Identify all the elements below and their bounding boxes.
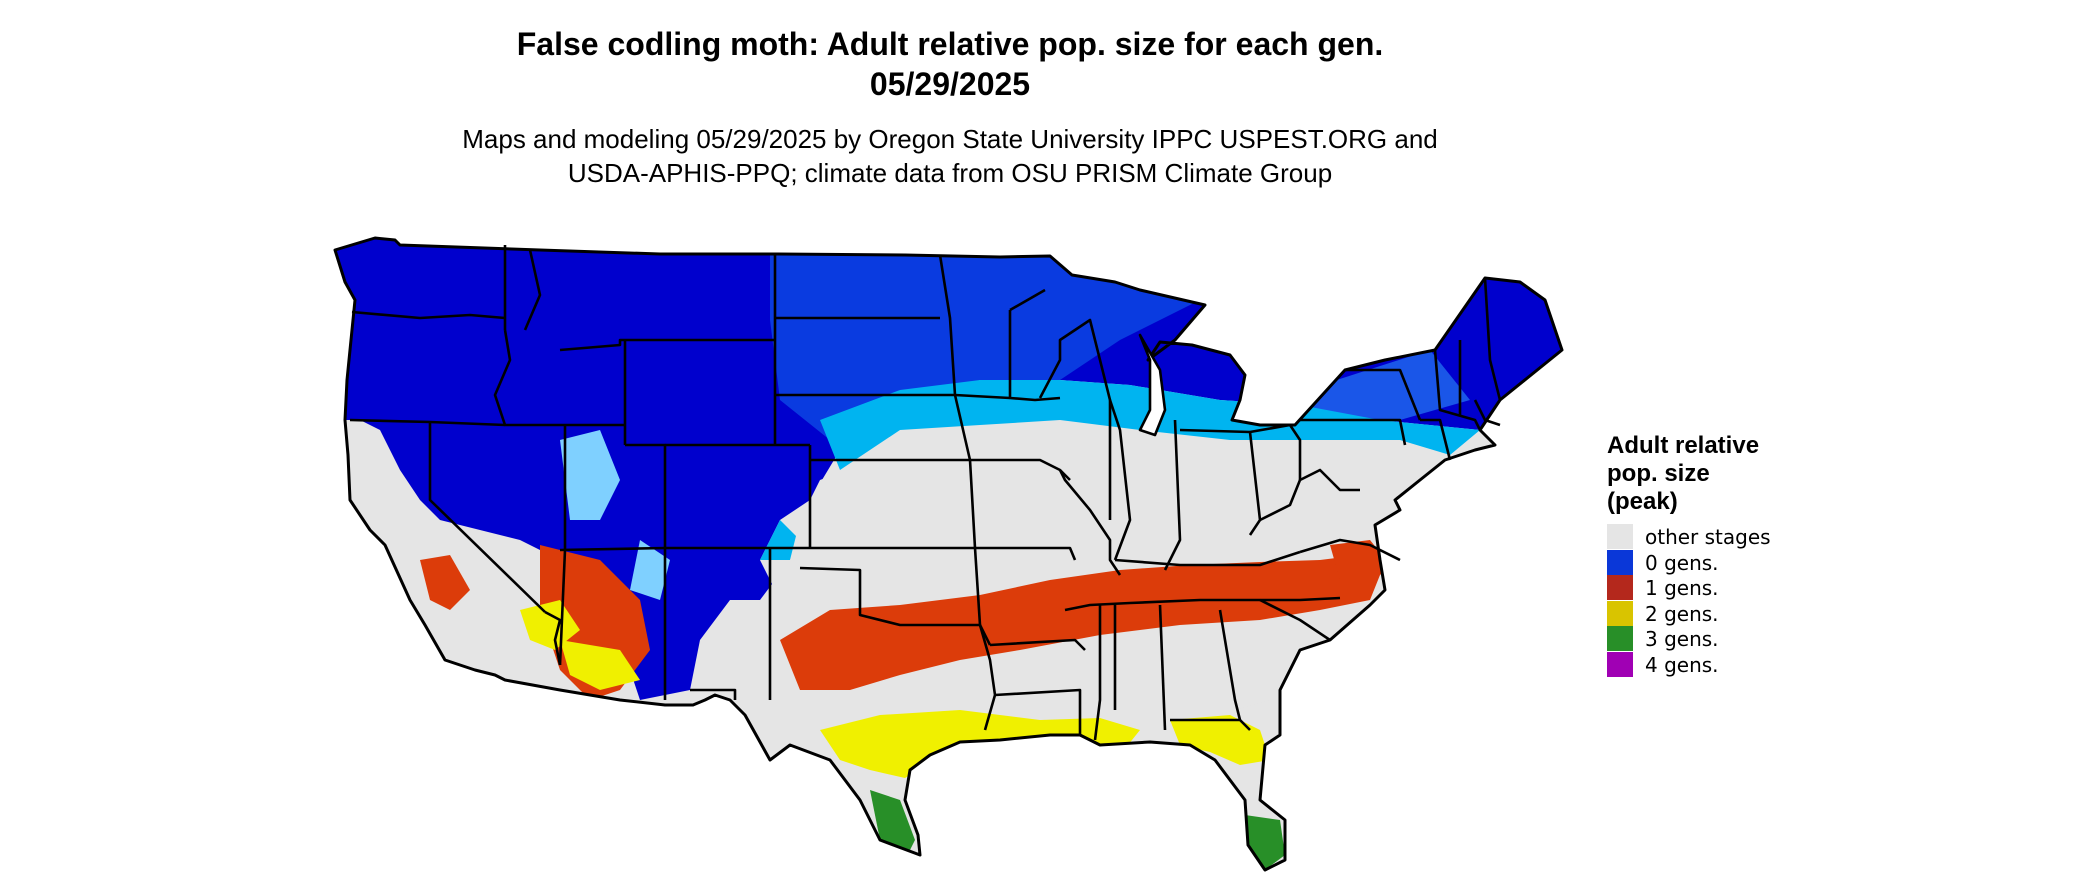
legend-label: 4 gens. <box>1645 652 1719 677</box>
map-credit-line-2: USDA-APHIS-PPQ; climate data from OSU PR… <box>567 158 1333 188</box>
legend-swatch <box>1607 651 1633 677</box>
legend-title-line-1: Adult relative <box>1607 432 1760 459</box>
legend-swatch <box>1607 626 1633 652</box>
legend-swatch <box>1607 575 1633 601</box>
map-credit-line-1: Maps and modeling 05/29/2025 by Oregon S… <box>462 124 1438 154</box>
national-boundary <box>333 236 1564 872</box>
legend-swatch <box>1607 524 1633 549</box>
legend-item-1-gens: 1 gens. <box>1607 575 1987 601</box>
legend-label: 0 gens. <box>1645 550 1719 575</box>
legend-item-other-stages: other stages <box>1607 524 1987 550</box>
legend-title-line-2: pop. size <box>1607 460 1710 487</box>
legend-label: 3 gens. <box>1645 627 1719 652</box>
legend-title-line-3: (peak) <box>1607 488 1678 515</box>
map-title: False codling moth: Adult relative pop. … <box>516 26 1384 62</box>
legend-label: 2 gens. <box>1645 601 1719 626</box>
legend-item-3-gens: 3 gens. <box>1607 626 1987 652</box>
legend-swatch <box>1607 600 1633 626</box>
legend-label: 1 gens. <box>1645 576 1719 601</box>
legend-swatch <box>1607 549 1633 575</box>
map-date: 05/29/2025 <box>869 66 1031 102</box>
legend-label: other stages <box>1645 525 1771 549</box>
legend: Adult relative pop. size (peak) other st… <box>1607 432 1987 678</box>
legend-item-2-gens: 2 gens. <box>1607 600 1987 627</box>
legend-title: Adult relative pop. size (peak) <box>1607 432 1987 516</box>
legend-item-4-gens: 4 gens. <box>1607 651 1987 678</box>
state-boundaries <box>349 245 1502 741</box>
legend-item-0-gens: 0 gens. <box>1607 549 1987 576</box>
